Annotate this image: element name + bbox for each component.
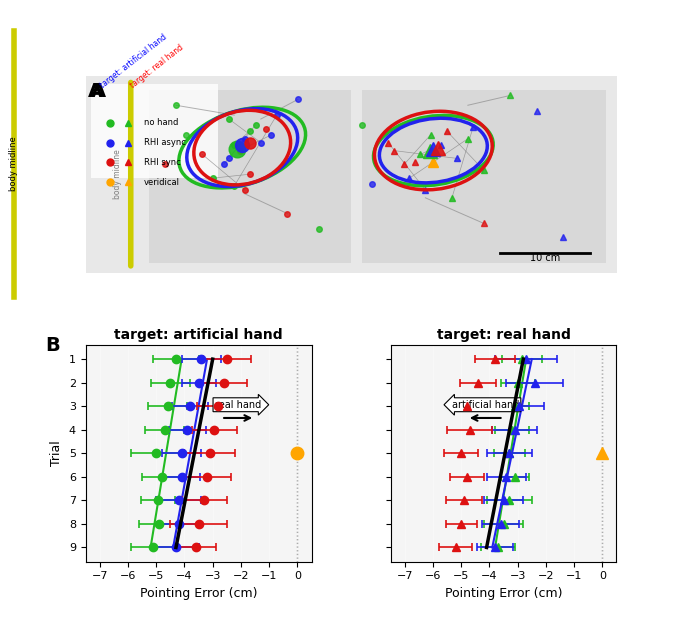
Title: target: artificial hand: target: artificial hand: [114, 329, 283, 343]
FancyBboxPatch shape: [91, 83, 219, 178]
Text: RHI sync: RHI sync: [144, 158, 181, 167]
Text: body midline: body midline: [113, 150, 122, 199]
Text: A: A: [91, 81, 106, 100]
FancyBboxPatch shape: [362, 90, 606, 262]
Text: B: B: [45, 336, 60, 355]
Text: real hand: real hand: [215, 399, 261, 410]
X-axis label: Pointing Error (cm): Pointing Error (cm): [445, 587, 562, 600]
Y-axis label: Trial: Trial: [50, 440, 63, 466]
Text: artificial hand: artificial hand: [451, 399, 519, 410]
Text: no hand: no hand: [144, 119, 178, 127]
Text: veridical: veridical: [144, 177, 180, 187]
X-axis label: Pointing Error (cm): Pointing Error (cm): [140, 587, 258, 600]
Text: target: artificial hand: target: artificial hand: [99, 32, 169, 90]
Text: A: A: [88, 81, 103, 100]
FancyBboxPatch shape: [149, 90, 351, 262]
Text: 10 cm: 10 cm: [530, 253, 560, 263]
Title: target: real hand: target: real hand: [436, 329, 571, 343]
Text: target: real hand: target: real hand: [128, 42, 185, 90]
Text: body midline: body midline: [9, 137, 18, 191]
Text: RHI async: RHI async: [144, 138, 186, 147]
